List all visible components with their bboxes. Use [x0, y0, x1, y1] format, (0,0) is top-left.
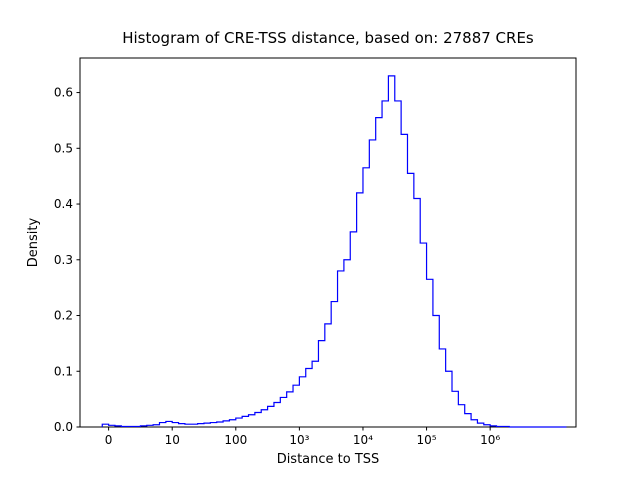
x-tick-label: 10⁵ — [417, 433, 437, 447]
y-axis-label: Density — [26, 217, 41, 268]
y-tick-label: 0.3 — [54, 253, 73, 267]
histogram-step-line — [101, 75, 567, 428]
y-tick-label: 0.4 — [54, 197, 73, 211]
y-tick-label: 0.5 — [54, 141, 73, 155]
x-axis-label: Distance to TSS — [276, 452, 380, 467]
y-tick-label: 0.6 — [54, 86, 73, 100]
chart-title: Histogram of CRE-TSS distance, based on:… — [122, 29, 534, 47]
x-tick-label: 0 — [105, 433, 113, 447]
x-tick-label: 10 — [165, 433, 180, 447]
x-tick-label: 10⁴ — [353, 433, 373, 447]
x-tick-label: 10⁶ — [480, 433, 500, 447]
y-tick-label: 0.0 — [54, 420, 73, 434]
y-tick-label: 0.1 — [54, 364, 73, 378]
x-tick-label: 100 — [224, 433, 247, 447]
axes-spines — [79, 57, 577, 428]
y-tick-label: 0.2 — [54, 309, 73, 323]
x-tick-label: 10³ — [289, 433, 309, 447]
